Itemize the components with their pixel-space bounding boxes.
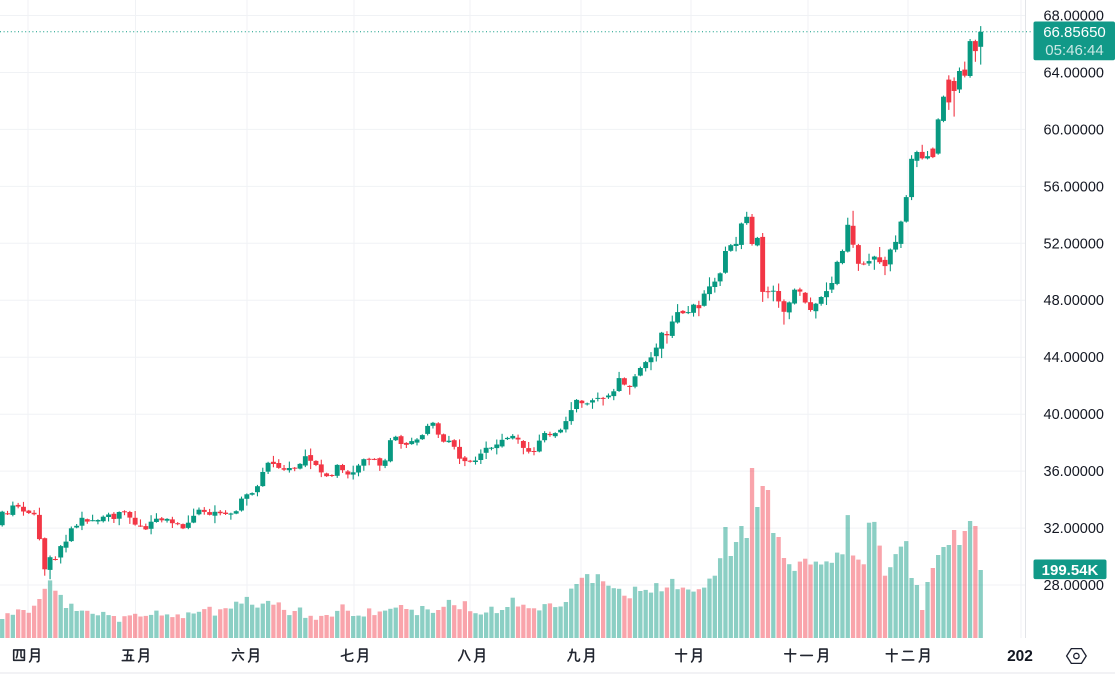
svg-text:64.00000: 64.00000 — [1044, 66, 1104, 82]
svg-text:40.00000: 40.00000 — [1044, 407, 1104, 423]
svg-text:05:46:44: 05:46:44 — [1045, 42, 1103, 59]
svg-text:44.00000: 44.00000 — [1044, 350, 1104, 366]
svg-text:68.00000: 68.00000 — [1044, 9, 1104, 25]
svg-text:52.00000: 52.00000 — [1044, 236, 1104, 252]
svg-text:28.00000: 28.00000 — [1044, 578, 1104, 594]
svg-text:36.00000: 36.00000 — [1044, 464, 1104, 480]
svg-text:199.54K: 199.54K — [1042, 562, 1099, 579]
svg-text:202: 202 — [1007, 648, 1033, 665]
svg-text:56.00000: 56.00000 — [1044, 179, 1104, 195]
svg-text:32.00000: 32.00000 — [1044, 521, 1104, 537]
svg-text:48.00000: 48.00000 — [1044, 293, 1104, 309]
svg-text:66.85650: 66.85650 — [1043, 24, 1106, 41]
svg-text:60.00000: 60.00000 — [1044, 122, 1104, 138]
